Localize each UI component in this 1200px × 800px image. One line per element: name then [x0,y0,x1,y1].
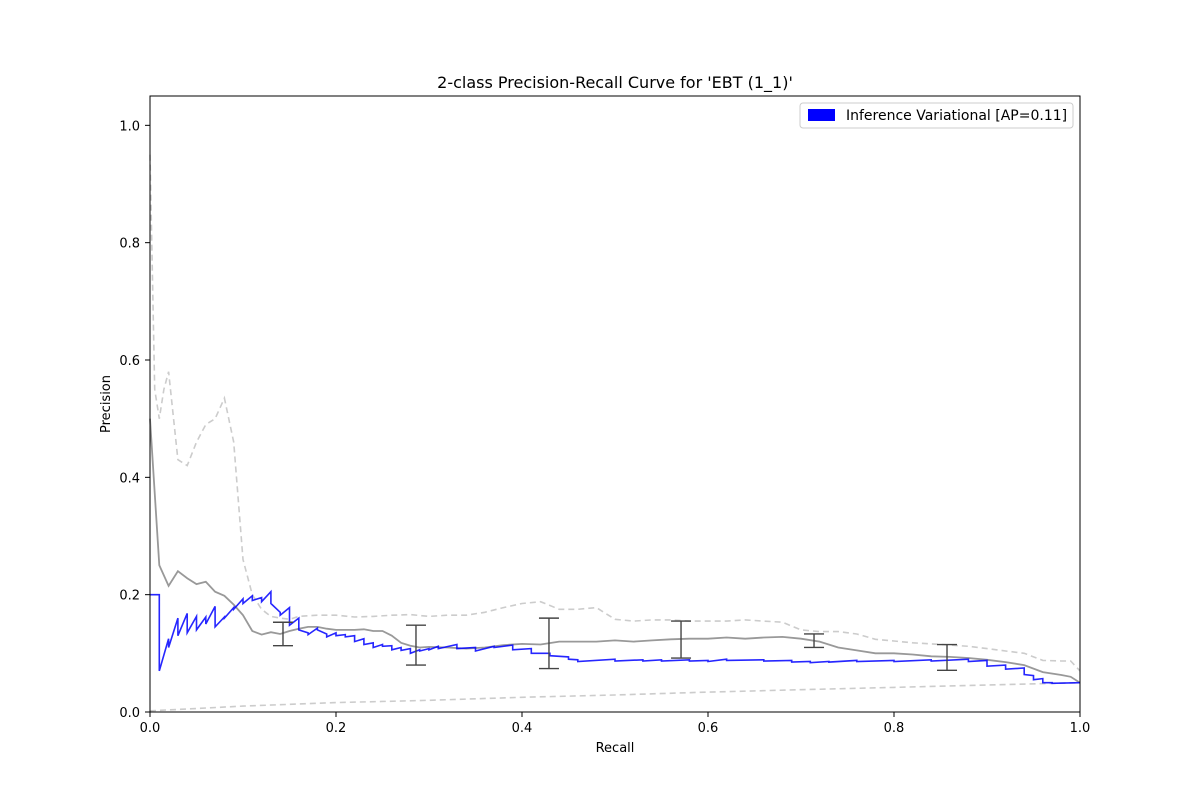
errorbar [538,617,559,670]
y-tick-label: 1.0 [119,119,140,134]
legend-label: Inference Variational [AP=0.11] [846,108,1067,124]
y-tick-label: 0.8 [119,237,140,252]
x-tick-label: 0.4 [512,721,533,736]
x-axis-label: Recall [596,741,635,756]
x-tick-label: 0.2 [326,721,347,736]
legend-box [799,102,1074,129]
series-upper-bound-line [149,154,1081,672]
series-main-step-line [150,589,1081,685]
y-tick-label: 0.4 [119,471,140,486]
errorbar [272,621,293,647]
axes-ticks: 0.0 0.2 0.4 0.6 0.8 1.0 0.0 0.2 0.4 0.6 0.8 1.0 [119,119,1090,736]
errorbar [937,643,958,672]
plot-area [149,154,1081,712]
series-lower-bound-line [149,681,1081,712]
errorbar [804,633,825,649]
series-mean-line [149,418,1081,684]
plot-frame [149,95,1081,713]
y-tick-label: 0.2 [119,589,140,604]
y-tick-label: 0.0 [119,706,140,721]
errorbar [671,620,692,659]
errorbar [405,624,426,666]
x-tick-label: 1.0 [1070,721,1091,736]
legend: Inference Variational [AP=0.11] [799,102,1074,129]
x-tick-label: 0.8 [884,721,905,736]
x-tick-label: 0.0 [140,721,161,736]
y-tick-label: 0.6 [119,354,140,369]
y-axis-label: Precision [99,375,114,433]
x-tick-label: 0.6 [698,721,719,736]
chart-title: 2-class Precision-Recall Curve for 'EBT … [437,73,793,93]
legend-swatch [808,109,835,121]
